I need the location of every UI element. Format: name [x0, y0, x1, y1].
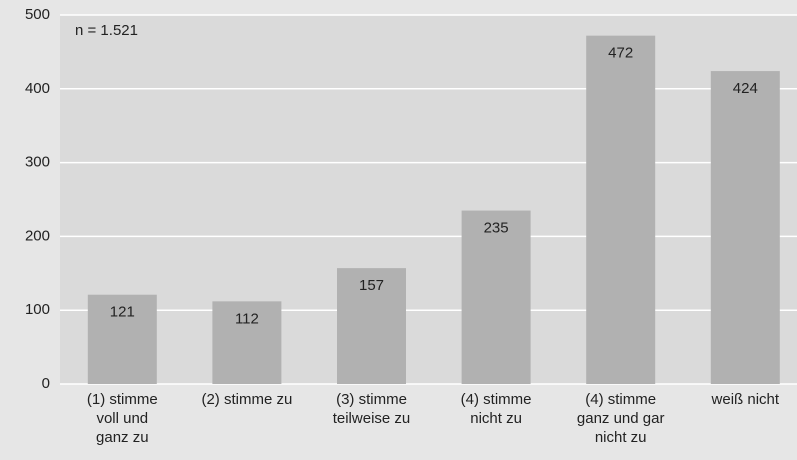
y-tick-label: 0 — [42, 375, 50, 392]
y-tick-label: 500 — [25, 6, 50, 23]
y-tick-label: 400 — [25, 80, 50, 97]
x-tick-label: (4) stimme ganz und gar nicht zu — [576, 391, 665, 446]
data-label: 235 — [484, 220, 509, 237]
bar — [461, 210, 531, 384]
bar — [87, 294, 157, 384]
bar — [710, 71, 780, 384]
bar — [586, 35, 656, 384]
data-label: 424 — [733, 80, 758, 97]
data-label: 121 — [110, 304, 135, 321]
plot-area — [60, 15, 797, 384]
x-tick-label: weiß nicht — [711, 391, 780, 408]
data-label: 472 — [608, 45, 633, 62]
x-tick-label: (1) stimme voll und ganz zu — [86, 391, 158, 446]
y-tick-label: 200 — [25, 227, 50, 244]
y-tick-label: 300 — [25, 154, 50, 171]
bar — [212, 301, 282, 384]
y-tick-label: 100 — [25, 301, 50, 318]
x-tick-label: (4) stimme nicht zu — [460, 391, 532, 427]
data-label: 112 — [235, 310, 259, 327]
annotation: n = 1.521 — [75, 22, 138, 39]
x-tick-label: (3) stimme teilweise zu — [332, 391, 411, 427]
bar — [337, 268, 406, 384]
data-label: 157 — [359, 277, 384, 294]
x-tick-label: (2) stimme zu — [201, 391, 293, 408]
